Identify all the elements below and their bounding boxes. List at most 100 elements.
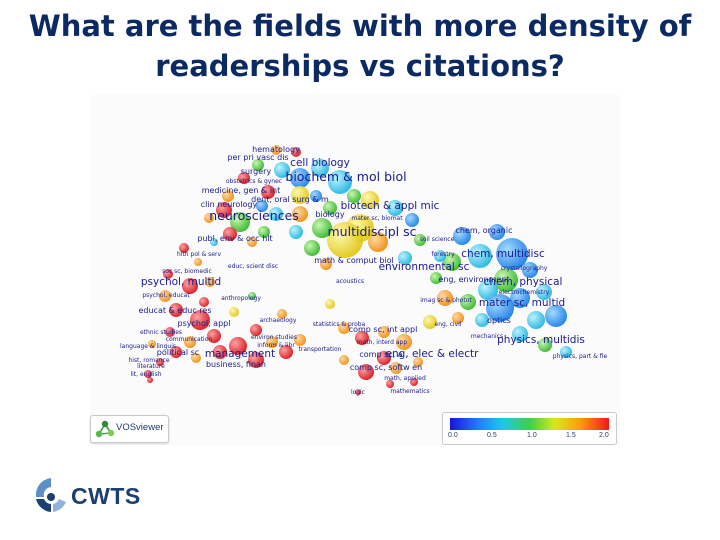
field-bubble — [258, 226, 270, 238]
page-title: What are the fields with more density of… — [28, 9, 692, 83]
field-bubble — [170, 346, 182, 358]
vosviewer-logo: VOSviewer — [90, 415, 169, 443]
field-bubble — [338, 322, 350, 334]
field-bubble — [339, 355, 349, 365]
field-label: business, finan — [206, 360, 266, 369]
field-label: crystallography — [501, 265, 548, 272]
field-label: psychol, appl — [178, 319, 231, 328]
field-bubble — [494, 268, 518, 292]
vosviewer-label: VOSviewer — [116, 422, 164, 433]
field-bubble — [261, 185, 275, 199]
field-label: archaeology — [260, 317, 297, 324]
field-bubble — [290, 168, 310, 188]
field-bubble — [229, 307, 239, 317]
field-bubble — [368, 232, 388, 252]
field-bubble — [156, 358, 164, 366]
field-bubble — [355, 331, 369, 345]
field-label: educ, scient disc — [228, 263, 278, 270]
field-label: educat & educ res — [138, 306, 211, 315]
field-label: biology — [315, 210, 344, 219]
field-bubble — [229, 337, 247, 355]
field-bubble — [414, 234, 426, 246]
field-bubble — [538, 338, 552, 352]
field-bubble — [179, 243, 189, 253]
field-bubble — [468, 244, 492, 268]
field-bubble — [207, 329, 221, 343]
field-bubble — [256, 200, 268, 212]
field-bubble — [199, 297, 209, 307]
field-bubble — [310, 190, 322, 202]
field-bubble — [377, 351, 391, 365]
field-bubble — [328, 170, 352, 194]
field-bubble — [216, 202, 232, 218]
field-label: electrochemistry — [499, 289, 550, 296]
field-label: soc sc, biomedic — [162, 268, 212, 275]
field-bubble — [386, 380, 394, 388]
field-label: neurosciences — [209, 208, 299, 223]
field-label: mater sc, biomat — [351, 215, 403, 222]
field-bubble — [250, 324, 262, 336]
field-bubble — [163, 269, 173, 279]
field-bubble — [222, 190, 234, 202]
field-bubble — [560, 346, 572, 358]
field-bubble — [248, 352, 264, 368]
field-bubble — [398, 251, 412, 265]
field-label: forestry — [431, 251, 455, 258]
field-label: mater sc, multid — [479, 297, 565, 309]
field-label: logic — [351, 389, 365, 396]
field-label: hematology — [252, 145, 300, 154]
field-bubble — [522, 262, 538, 278]
field-bubble — [248, 292, 256, 300]
field-label: eng, environment — [438, 275, 509, 284]
field-label: physics, multidis — [497, 334, 585, 346]
field-bubble — [190, 310, 210, 330]
field-bubble — [169, 303, 183, 317]
field-bubble — [291, 186, 309, 204]
field-bubble — [410, 378, 418, 386]
field-bubble — [184, 336, 196, 348]
field-bubble — [496, 238, 528, 270]
field-label: chem, physical — [484, 276, 563, 288]
field-bubble — [323, 201, 337, 215]
field-bubble — [147, 377, 153, 383]
field-label: environ studies — [251, 334, 297, 341]
field-bubble — [527, 311, 545, 329]
field-bubble — [292, 206, 308, 222]
field-bubble — [434, 250, 446, 262]
cwts-emblem-icon — [35, 478, 66, 512]
colorbar-tick: 0.0 — [448, 432, 458, 439]
field-bubble — [453, 227, 471, 245]
field-bubble — [361, 191, 379, 209]
field-label: eng, civil — [435, 321, 462, 328]
field-bubble — [223, 227, 237, 241]
field-bubble — [312, 218, 332, 238]
field-bubble — [545, 305, 567, 327]
field-bubble — [452, 312, 464, 324]
field-bubble — [413, 357, 423, 367]
cwts-wordmark: CWTS — [71, 483, 141, 509]
field-bubble — [430, 272, 442, 284]
field-label: hist, romance — [128, 357, 169, 364]
field-bubble — [182, 278, 198, 294]
field-bubble — [396, 334, 412, 350]
field-label: anthropology — [221, 295, 261, 302]
field-label: comp sc, a — [359, 350, 402, 359]
field-bubble — [390, 362, 402, 374]
field-label: ethnic studies — [140, 329, 182, 336]
field-bubble — [277, 309, 287, 319]
field-label: chem, organic — [456, 226, 513, 235]
field-label: biochem & mol biol — [285, 169, 406, 184]
field-bubble — [405, 213, 419, 227]
field-label: imag sc & photot — [420, 297, 472, 304]
field-label: psychol, multid — [141, 276, 221, 288]
colorbar-tick: 1.5 — [566, 432, 576, 439]
field-bubble — [279, 345, 293, 359]
field-bubble — [437, 290, 453, 306]
field-label: psychol, educat — [142, 292, 190, 299]
field-bubble — [205, 277, 215, 287]
field-bubble — [358, 364, 374, 380]
colorbar-tick: 0.5 — [487, 432, 497, 439]
field-bubble — [475, 313, 489, 327]
field-bubble — [325, 299, 335, 309]
